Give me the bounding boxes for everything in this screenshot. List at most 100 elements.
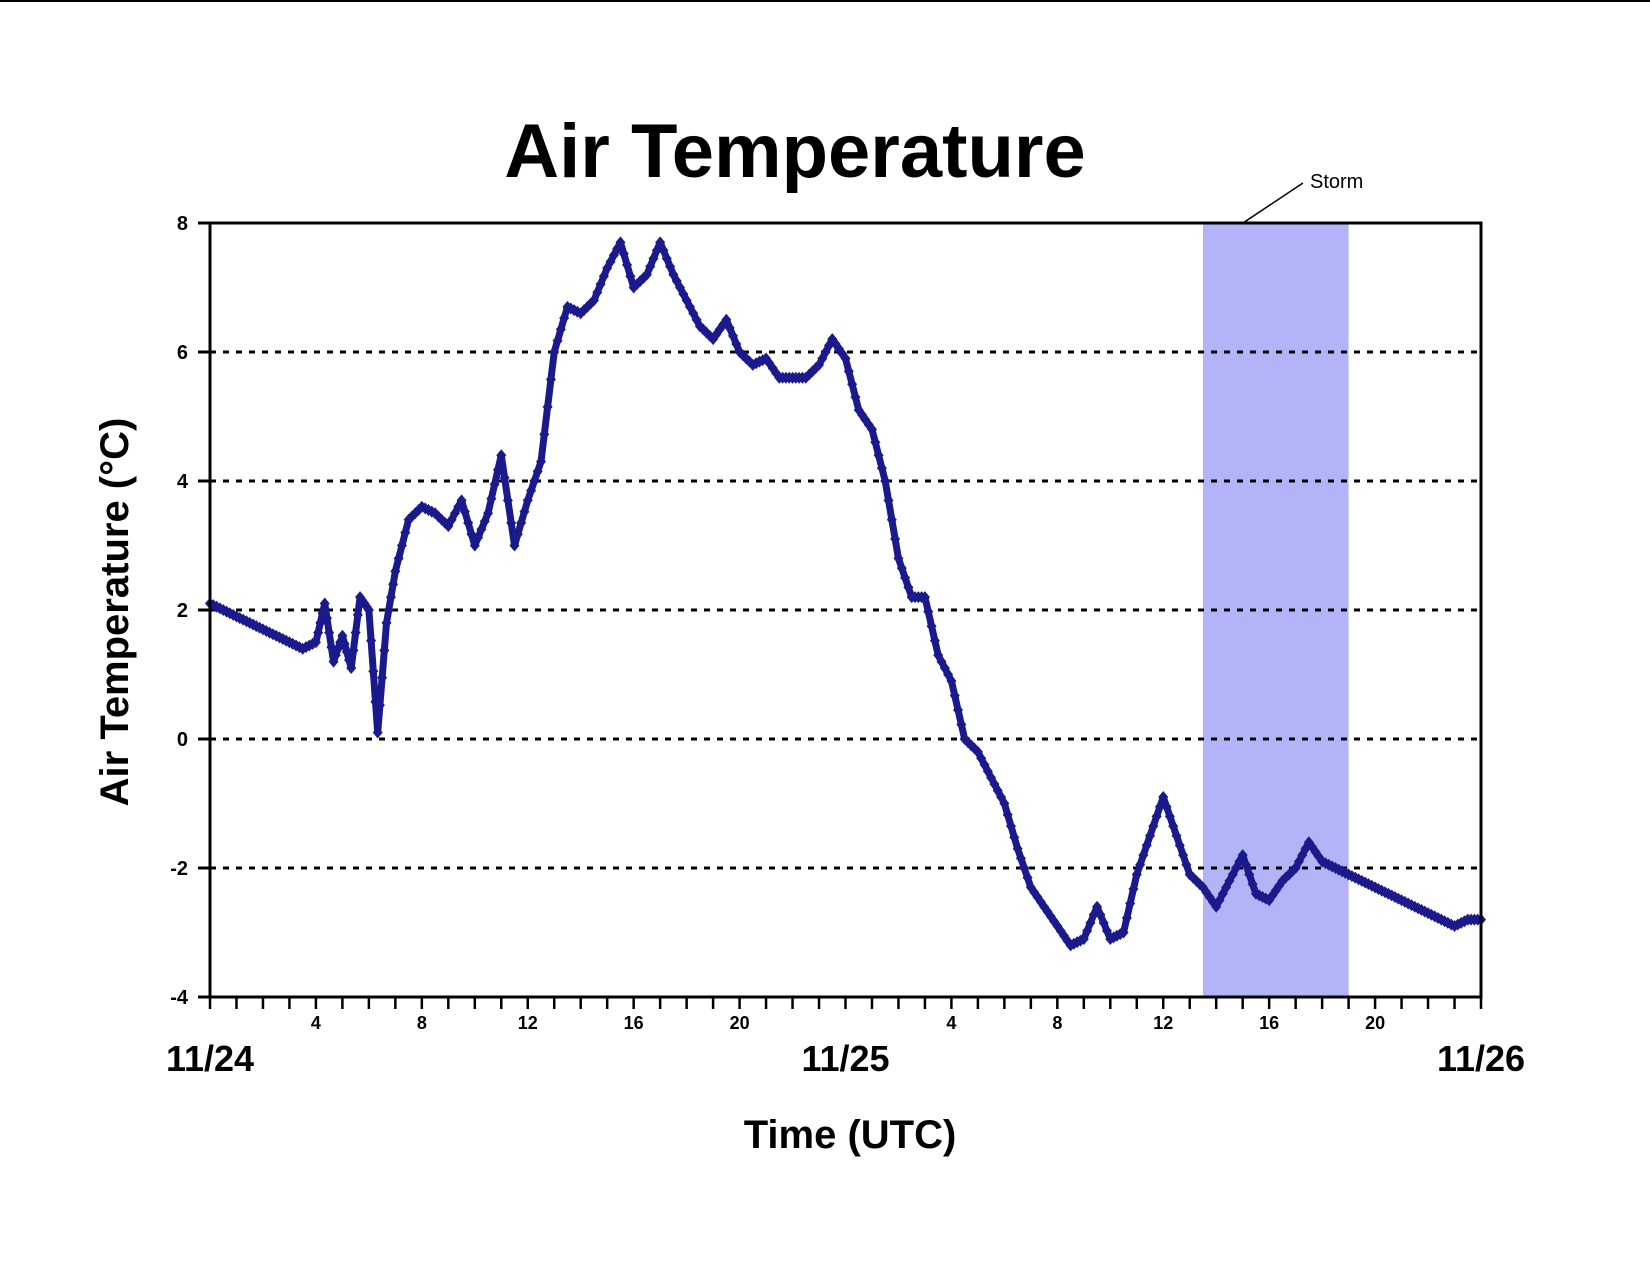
- x-tick-label: 16: [624, 1013, 644, 1033]
- y-tick-label: -2: [170, 858, 188, 880]
- data-point: [1128, 882, 1139, 895]
- data-point: [348, 644, 359, 657]
- data-point: [476, 523, 487, 536]
- data-point: [595, 278, 606, 291]
- data-point: [363, 604, 374, 616]
- data-point: [1012, 842, 1023, 855]
- data-point: [850, 391, 861, 404]
- data-point: [1022, 871, 1033, 884]
- data-point: [372, 726, 383, 739]
- data-point: [1019, 862, 1030, 874]
- x-tick-label: 12: [1153, 1013, 1173, 1033]
- x-axis-ticks: 4 8 12 16 20 4 8 12 16 20: [208, 997, 1483, 1033]
- x-axis-date-labels: 11/24 11/25 11/26: [166, 1038, 1525, 1079]
- data-point: [469, 539, 480, 552]
- data-point: [615, 236, 626, 249]
- data-point: [549, 346, 560, 358]
- y-axis-ticks: 8 6 4 2 0 -2 -4: [170, 213, 210, 1009]
- data-point: [539, 428, 550, 441]
- data-point: [377, 671, 388, 684]
- data-point: [519, 505, 530, 518]
- data-point: [381, 616, 392, 629]
- data-point: [552, 334, 563, 347]
- y-tick-label: 8: [177, 213, 188, 235]
- data-point: [648, 252, 659, 265]
- data-point: [1009, 831, 1020, 844]
- x-tick-label: 8: [417, 1013, 427, 1033]
- data-point: [598, 270, 609, 283]
- data-point: [886, 513, 897, 526]
- data-point: [893, 552, 904, 565]
- data-point: [956, 718, 967, 731]
- data-point: [379, 644, 390, 657]
- data-point: [1085, 916, 1096, 929]
- data-point: [1158, 791, 1169, 804]
- data-point: [1118, 926, 1129, 939]
- data-point: [532, 465, 543, 478]
- data-point: [502, 494, 513, 507]
- data-point: [622, 258, 633, 271]
- data-point: [903, 581, 914, 594]
- data-point: [1121, 911, 1132, 924]
- data-point: [919, 591, 930, 604]
- x-tick-label: 16: [1259, 1013, 1279, 1033]
- x-tick-label: 4: [946, 1013, 956, 1033]
- data-point: [366, 634, 377, 647]
- data-point: [1247, 878, 1258, 891]
- data-point: [1181, 858, 1192, 871]
- data-point: [926, 620, 937, 633]
- data-point: [393, 552, 404, 565]
- y-tick-label: -4: [170, 987, 189, 1009]
- data-point: [876, 462, 887, 475]
- data-point: [923, 605, 934, 618]
- data-point: [731, 337, 742, 350]
- data-point: [890, 533, 901, 546]
- y-tick-label: 2: [177, 600, 188, 622]
- data-point: [516, 516, 527, 529]
- data-point: [1237, 849, 1248, 862]
- data-point: [489, 478, 500, 491]
- data-point: [459, 505, 470, 518]
- data-point: [1178, 849, 1189, 862]
- data-point: [385, 591, 396, 604]
- data-point: [727, 329, 738, 342]
- data-point: [1092, 900, 1103, 913]
- data-point: [555, 323, 566, 336]
- data-point: [346, 662, 357, 675]
- data-point: [843, 365, 854, 378]
- data-point: [545, 373, 556, 386]
- data-point: [1078, 932, 1089, 945]
- data-point: [953, 703, 964, 716]
- data-point: [1125, 897, 1136, 910]
- data-point: [1168, 820, 1179, 833]
- x-date-label: 11/25: [801, 1038, 889, 1079]
- data-point: [383, 604, 394, 616]
- data-point: [1005, 820, 1016, 833]
- data-point: [313, 626, 324, 639]
- data-point: [1141, 839, 1152, 852]
- data-point: [509, 539, 520, 552]
- data-point: [661, 252, 672, 265]
- data-point: [900, 571, 911, 584]
- y-axis-label: Air Temperature (°C): [93, 418, 137, 807]
- chart-title: Air Temperature: [504, 109, 1085, 194]
- data-point: [559, 312, 570, 325]
- data-point: [883, 494, 894, 507]
- data-point: [1244, 868, 1255, 881]
- y-tick-label: 6: [177, 342, 188, 364]
- data-point: [388, 578, 399, 591]
- data-point: [492, 463, 503, 476]
- data-point: [1088, 908, 1099, 921]
- storm-annotation-leader: [1242, 182, 1304, 224]
- data-point: [625, 270, 636, 283]
- data-point: [949, 689, 960, 702]
- data-point: [1240, 858, 1251, 871]
- data-point: [526, 484, 537, 497]
- x-tick-label: 8: [1052, 1013, 1062, 1033]
- data-point: [1138, 849, 1149, 862]
- data-point: [506, 516, 517, 529]
- data-point: [1098, 916, 1109, 929]
- data-point: [512, 528, 523, 541]
- data-point: [1154, 800, 1165, 813]
- gridlines: [210, 350, 1481, 870]
